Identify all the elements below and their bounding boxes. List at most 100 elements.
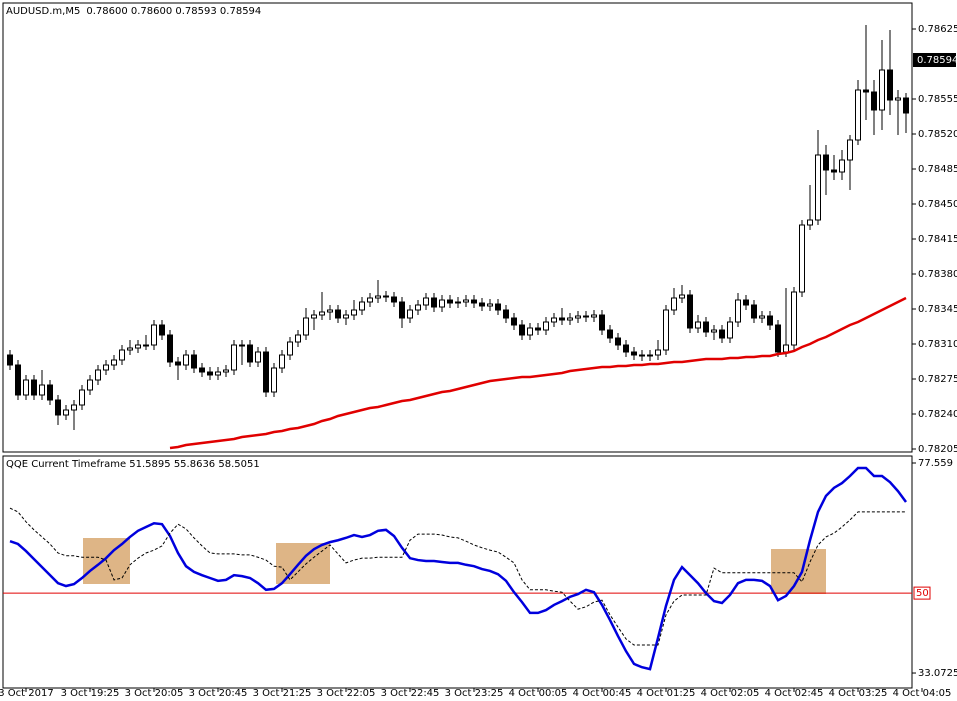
candle-body: [607, 329, 613, 339]
candle-body: [743, 299, 749, 306]
candle-body: [95, 369, 101, 381]
candle-body: [399, 301, 405, 319]
candle-body: [415, 304, 421, 311]
candle-body: [775, 324, 781, 353]
candle-body: [567, 317, 573, 321]
candle-body: [679, 294, 685, 299]
level-box: [913, 586, 931, 600]
x-tick-label: 4 Oct 02:05: [701, 688, 760, 699]
candle-body: [63, 409, 69, 416]
y-tick-label: 0.78240: [918, 409, 957, 420]
candle-body: [407, 309, 413, 319]
x-tick-label: 4 Oct 03:25: [829, 688, 888, 699]
x-tick-label: 3 Oct 21:25: [253, 688, 312, 699]
x-tick-label: 3 Oct 19:25: [61, 688, 120, 699]
candle-body: [7, 354, 13, 366]
y-tick-label: 0.78310: [918, 339, 957, 350]
candle-body: [191, 354, 197, 369]
candle-body: [215, 371, 221, 376]
candle-body: [311, 314, 317, 319]
candle-body: [695, 321, 701, 329]
indicator-title: QQE Current Timeframe 51.5895 55.8636 58…: [6, 459, 260, 470]
candle-body: [431, 297, 437, 308]
candle-body: [719, 329, 725, 339]
candle-body: [807, 219, 813, 226]
candle-body: [319, 311, 325, 316]
candle-body: [847, 139, 853, 161]
candle-body: [359, 301, 365, 311]
candle-body: [39, 384, 45, 396]
candle-body: [543, 321, 549, 331]
candle-body: [799, 224, 805, 293]
candle-body: [343, 314, 349, 319]
candle-body: [855, 89, 861, 141]
moving-average: [169, 296, 907, 450]
candle-body: [871, 91, 877, 111]
candle-body: [375, 295, 381, 299]
candle-body: [447, 299, 453, 304]
candle-body: [535, 327, 541, 331]
candle-body: [735, 299, 741, 323]
candle-body: [327, 309, 333, 313]
candle-body: [207, 371, 213, 376]
candle-body: [655, 349, 661, 356]
candle-body: [103, 364, 109, 371]
y-tick-label: 0.78275: [918, 374, 957, 385]
candle-body: [223, 369, 229, 373]
candle-body: [503, 309, 509, 319]
candle-body: [271, 367, 277, 393]
candle-body: [759, 315, 765, 319]
y-tick-label: 0.78415: [918, 234, 957, 245]
y-tick-label: 0.78450: [918, 199, 957, 210]
candle-body: [23, 379, 29, 396]
candle-body: [279, 354, 285, 369]
candle-body: [143, 344, 149, 347]
candle-body: [55, 399, 61, 416]
price-header: AUDUSD.m,M5 0.78600 0.78600 0.78593 0.785…: [6, 6, 261, 17]
price-panel: [2, 2, 913, 453]
candle-body: [119, 349, 125, 361]
ohlc-text: 0.78600 0.78600 0.78593 0.78594: [86, 6, 261, 17]
candle-body: [479, 302, 485, 307]
y-tick-label: 0.78520: [918, 129, 957, 140]
candle-body: [687, 294, 693, 329]
candle-body: [247, 344, 253, 363]
candle-body: [623, 344, 629, 353]
candle-body: [823, 154, 829, 171]
candle-body: [671, 297, 677, 311]
y-tick-label: 0.78625: [918, 24, 957, 35]
candle-body: [287, 341, 293, 356]
candle-body: [487, 303, 493, 307]
candle-body: [31, 379, 37, 396]
candle-body: [439, 299, 445, 308]
candle-body: [551, 317, 557, 323]
candle-body: [831, 169, 837, 173]
candle-body: [591, 314, 597, 318]
candle-body: [703, 321, 709, 333]
candle-body: [15, 364, 21, 396]
candle-body: [495, 303, 501, 311]
x-tick-label: 3 Oct 22:45: [381, 688, 440, 699]
candle-body: [879, 69, 885, 111]
candle-body: [887, 69, 893, 101]
candle-body: [783, 344, 789, 353]
candle-body: [727, 321, 733, 339]
candle-body: [559, 317, 565, 321]
x-tick-label: 4 Oct 04:05: [893, 688, 952, 699]
candle-body: [303, 317, 309, 336]
candle-body: [895, 97, 901, 101]
candle-body: [295, 334, 301, 343]
x-tick-label: 4 Oct 01:25: [637, 688, 696, 699]
candle-body: [423, 297, 429, 306]
candle-body: [47, 384, 53, 401]
candle-body: [135, 344, 141, 349]
candle-body: [71, 404, 77, 411]
candle-body: [175, 361, 181, 366]
candle-body: [455, 301, 461, 304]
indicator-line: [9, 507, 906, 646]
candle-body: [631, 351, 637, 356]
candle-body: [159, 324, 165, 336]
y-tick-label: 0.78345: [918, 304, 957, 315]
